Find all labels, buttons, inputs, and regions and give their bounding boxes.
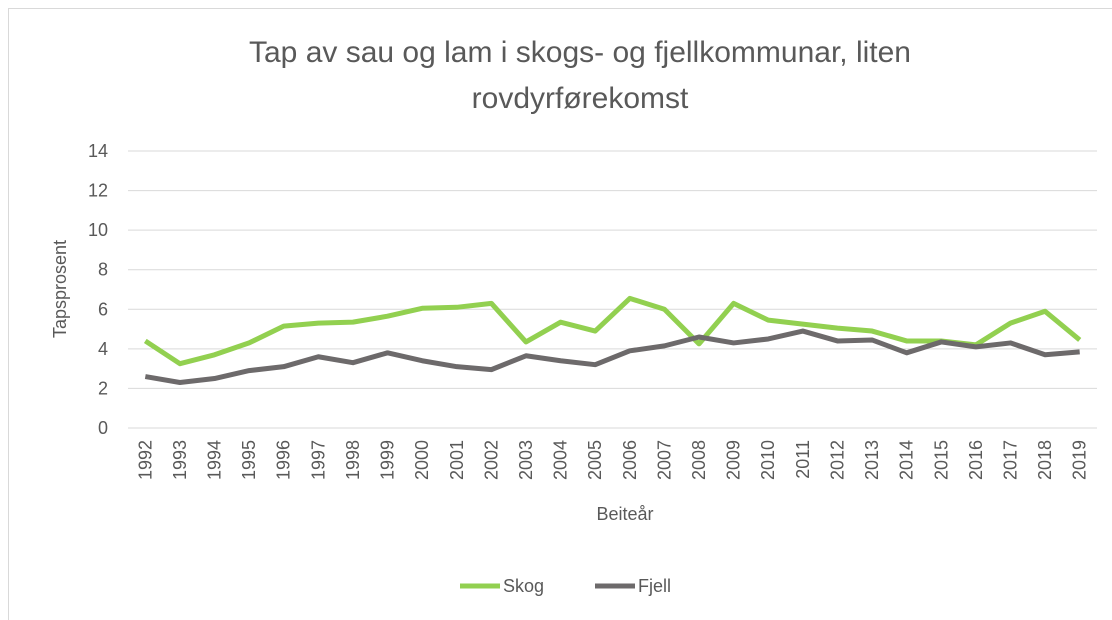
x-tick-label: 2018 [1035,440,1055,480]
x-tick-label: 2002 [481,440,501,480]
x-tick-label: 2008 [689,440,709,480]
x-tick-label: 2014 [897,440,917,480]
x-tick-label: 2012 [827,440,847,480]
y-tick-label: 0 [98,418,108,438]
x-tick-label: 2007 [654,440,674,480]
x-tick-label: 1999 [378,440,398,480]
x-tick-label: 1992 [135,440,155,480]
x-tick-label: 2001 [447,440,467,480]
y-tick-label: 4 [98,339,108,359]
x-tick-label: 2015 [931,440,951,480]
series-line [143,295,1082,367]
legend-label: Skog [503,576,544,596]
x-tick-label: 1997 [308,440,328,480]
x-tick-label: 2004 [551,440,571,480]
x-tick-label: 1996 [274,440,294,480]
y-axis-label: Tapsprosent [50,240,70,338]
y-tick-label: 2 [98,378,108,398]
x-tick-label: 2011 [793,440,813,479]
y-tick-label: 12 [88,181,108,201]
x-tick-label: 1994 [205,440,225,480]
series-line [144,328,1080,385]
legend-label: Fjell [638,576,671,596]
x-tick-label: 2013 [862,440,882,480]
y-tick-label: 8 [98,260,108,280]
y-tick-label: 14 [88,141,108,161]
x-tick-label: 2017 [1000,440,1020,480]
y-tick-label: 6 [98,299,108,319]
x-tick-label: 1995 [239,440,259,480]
x-tick-label: 2005 [585,440,605,480]
x-tick-label: 2003 [516,440,536,480]
x-tick-label: 1998 [343,440,363,480]
x-tick-label: 2009 [724,440,744,480]
chart-title: Tap av sau og lam i skogs- og fjellkommu… [249,36,911,115]
x-tick-label: 2000 [412,440,432,480]
x-axis-label: Beiteår [596,504,653,524]
y-tick-label: 10 [88,220,108,240]
x-tick-label: 2010 [758,440,778,480]
x-tick-label: 2019 [1070,440,1090,480]
chart-border [8,8,1112,620]
x-tick-label: 1993 [170,440,190,480]
x-tick-label: 2016 [966,440,986,480]
x-tick-label: 2006 [620,440,640,480]
